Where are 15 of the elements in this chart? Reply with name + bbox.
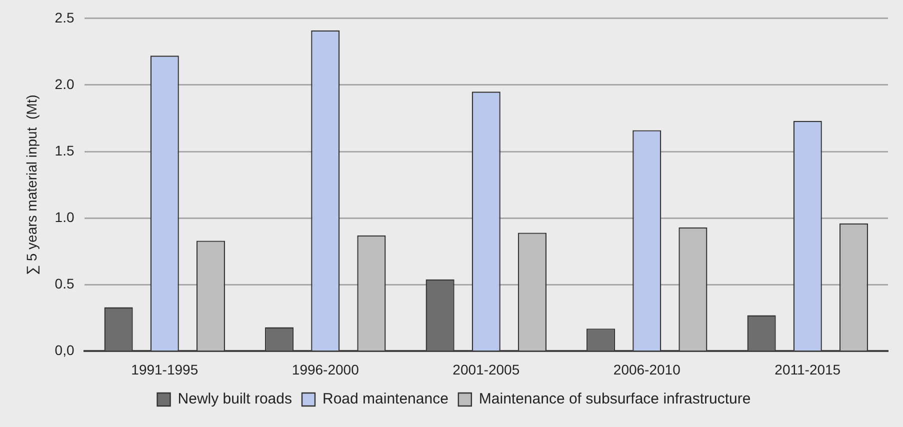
y-tick-label: 2.5 — [54, 9, 74, 26]
x-tick-label: 1996-2000 — [292, 361, 360, 378]
y-tick-label: 1.5 — [54, 142, 74, 158]
y-tick-label: 0.5 — [54, 276, 74, 292]
legend-label: Maintenance of subsurface infrastructure — [478, 390, 751, 408]
x-tick-label: 2011-2015 — [774, 361, 841, 378]
y-axis-title: ∑ 5 years material input (Mt) — [23, 94, 40, 275]
y-tick-label: 0,0 — [54, 342, 74, 358]
y-tick-label: 2.0 — [54, 76, 74, 92]
legend-label: Newly built roads — [178, 390, 292, 408]
x-tick-label: 1991-1995 — [131, 361, 198, 378]
legend-label: Road maintenance — [322, 390, 448, 408]
x-tick-label: 2001-2005 — [452, 361, 520, 378]
x-tick-label: 2006-2010 — [613, 361, 681, 378]
y-tick-label: 1.0 — [54, 208, 74, 225]
